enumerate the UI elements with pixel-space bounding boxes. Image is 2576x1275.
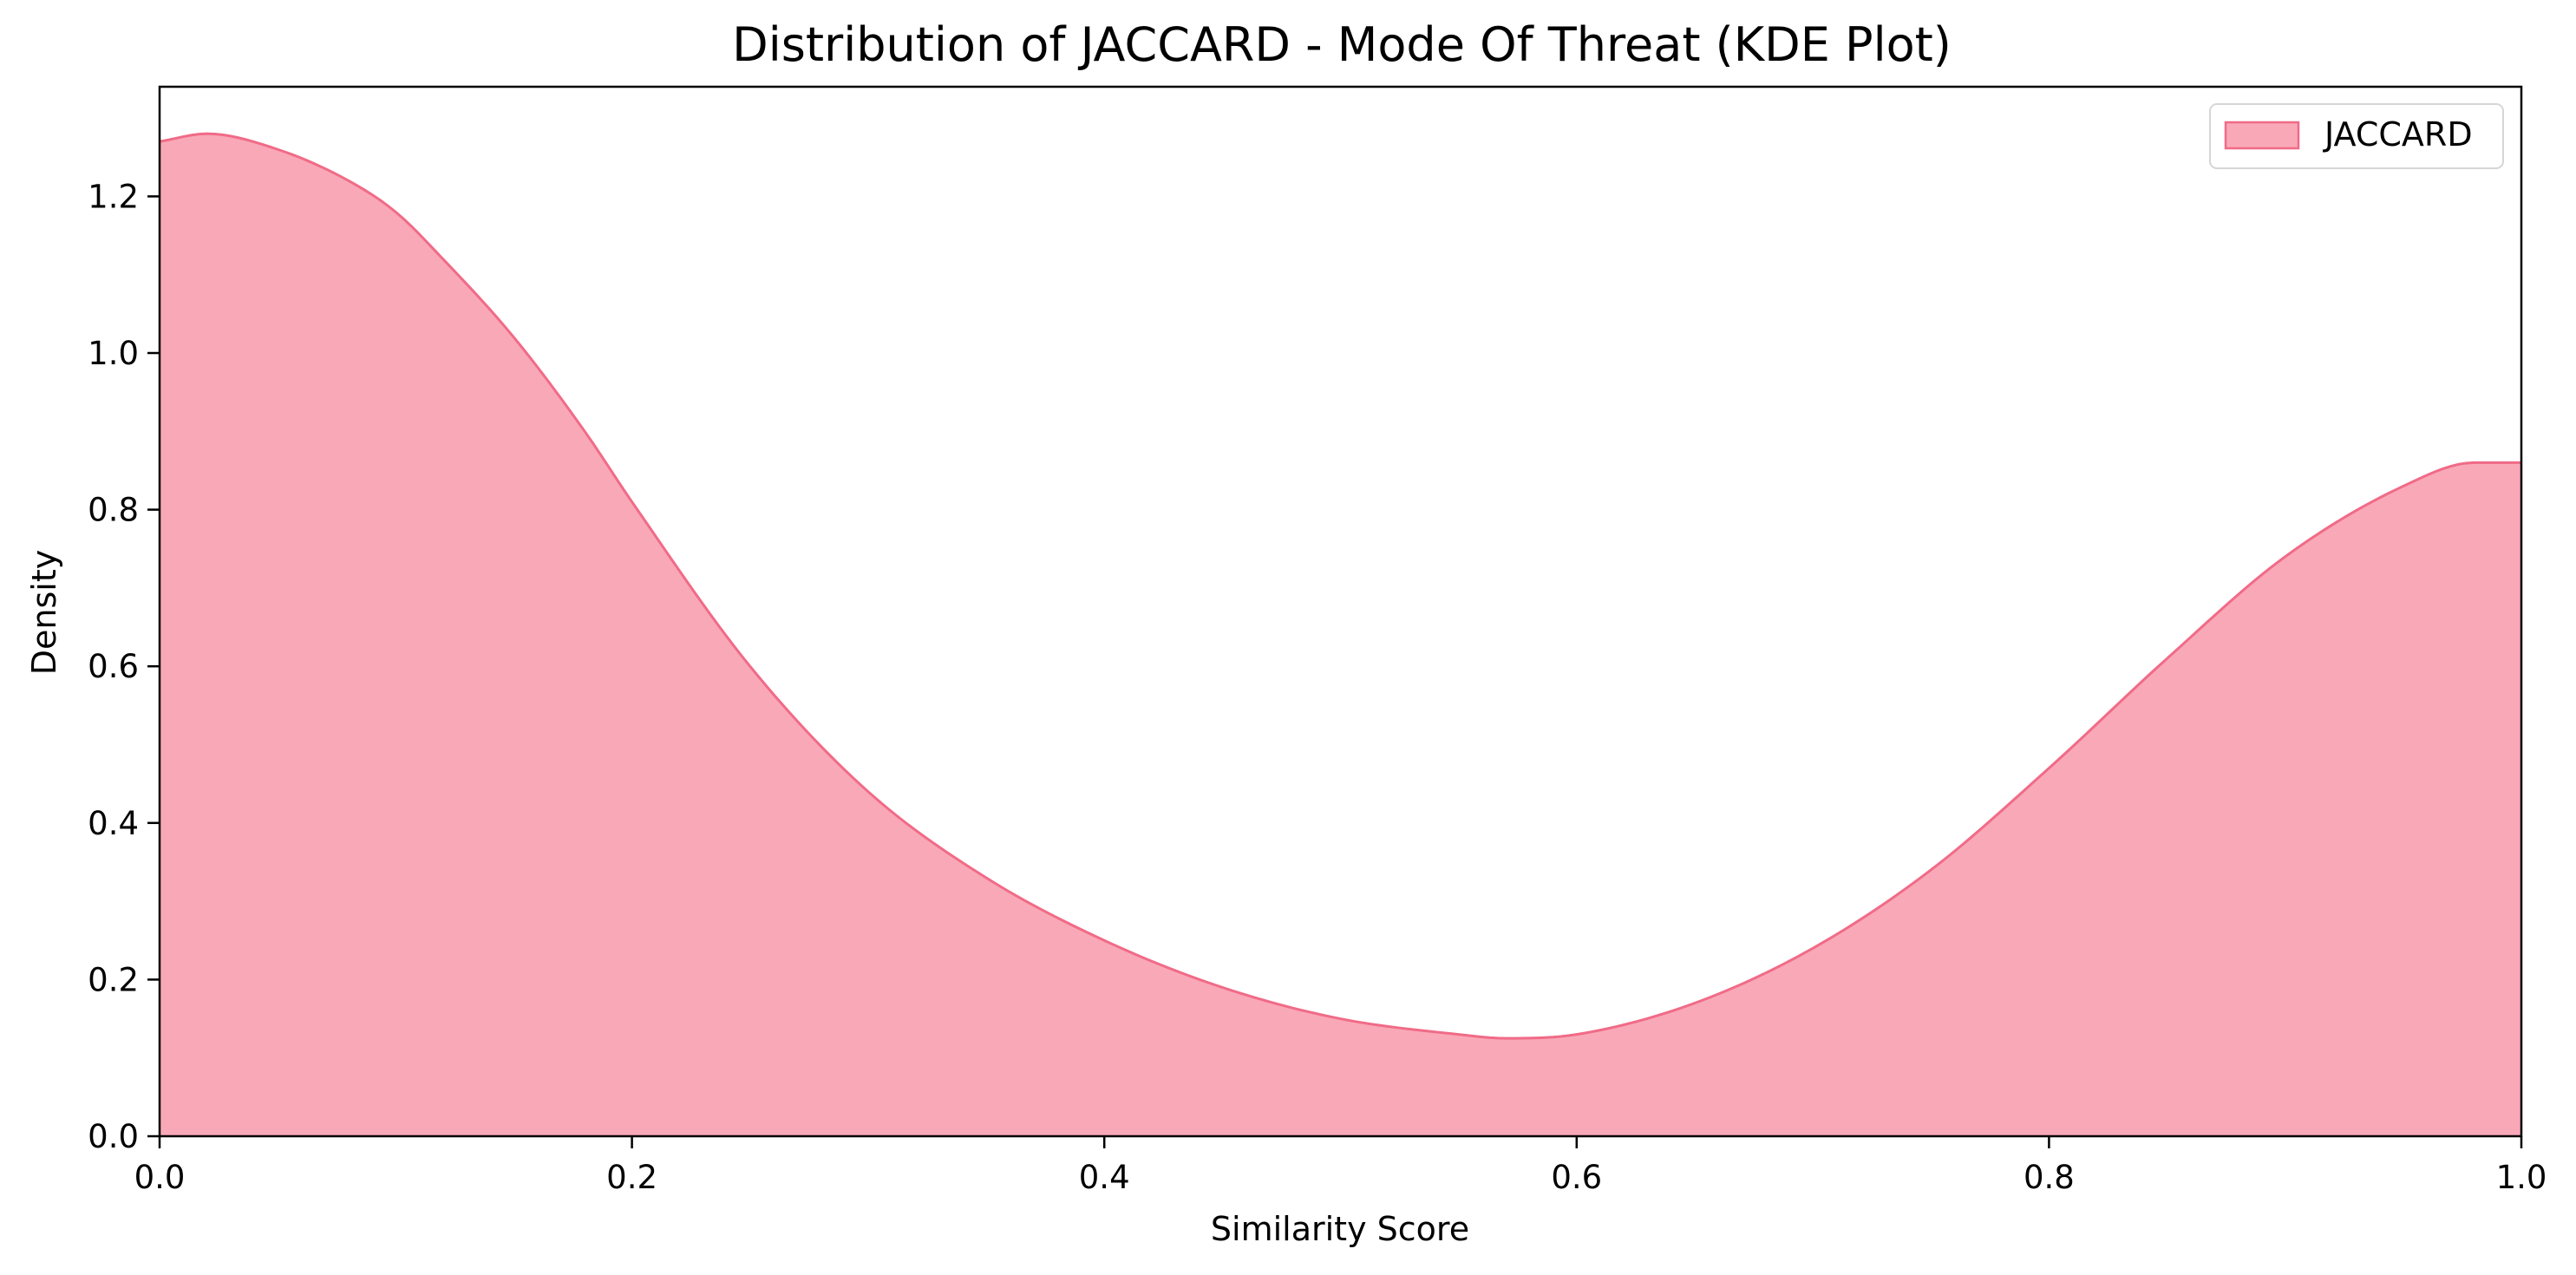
legend-swatch-jaccard: [2224, 121, 2300, 150]
y-tick-label: 0.0: [88, 1118, 139, 1155]
plot-area: [158, 85, 2523, 1138]
kde-curve-line: [159, 132, 2521, 1040]
y-tick-label: 0.8: [88, 492, 139, 529]
y-axis: 0.0 0.2 0.4 0.6 0.8 1.0 1.2: [88, 178, 160, 1155]
y-tick-label: 1.0: [88, 335, 139, 372]
x-axis: 0.0 0.2 0.4 0.6 0.8 1.0: [134, 1136, 2547, 1196]
x-axis-label: Similarity Score: [1211, 1210, 1469, 1248]
chart-title: Distribution of JACCARD - Mode Of Threat…: [732, 17, 1952, 72]
y-axis-label: Density: [25, 550, 63, 675]
y-tick-label: 0.4: [88, 805, 139, 842]
legend: JACCARD: [2209, 103, 2504, 169]
x-tick-label: 0.8: [2024, 1159, 2075, 1196]
x-tick-label: 0.4: [1079, 1159, 1130, 1196]
x-tick-label: 0.6: [1551, 1159, 1602, 1196]
kde-area-fill: [160, 134, 2521, 1137]
plot-frame: [158, 85, 2523, 1138]
x-tick-label: 1.0: [2496, 1159, 2547, 1196]
y-tick-label: 0.2: [88, 961, 139, 998]
y-tick-label: 0.6: [88, 648, 139, 685]
legend-box: [2209, 103, 2504, 169]
legend-label-jaccard: JACCARD: [2323, 115, 2473, 154]
y-tick-label: 1.2: [88, 178, 139, 215]
x-tick-label: 0.0: [134, 1159, 186, 1196]
x-tick-label: 0.2: [606, 1159, 657, 1196]
